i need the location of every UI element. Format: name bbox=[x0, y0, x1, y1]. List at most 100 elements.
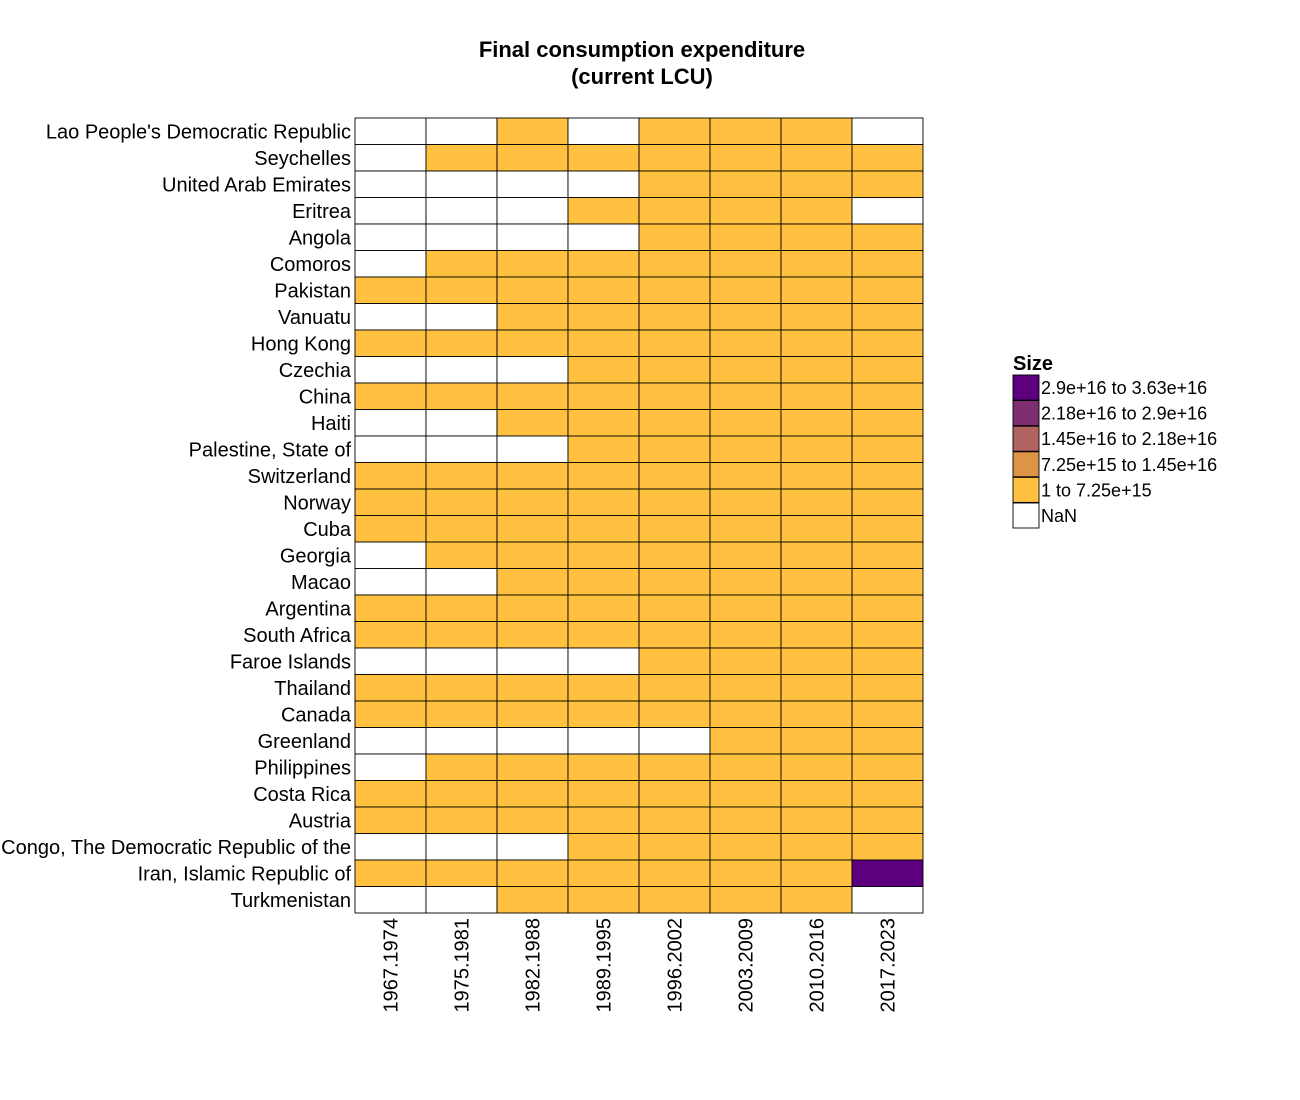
heatmap-cell bbox=[851, 250, 924, 278]
heatmap-cell bbox=[496, 197, 569, 225]
heatmap-cell bbox=[567, 833, 640, 861]
heatmap-cell bbox=[851, 647, 924, 675]
heatmap-cell bbox=[567, 144, 640, 172]
heatmap-cell bbox=[425, 462, 498, 490]
y-tick-label: Pakistan bbox=[274, 280, 351, 302]
y-axis-labels: Lao People's Democratic Republic Seychell… bbox=[1, 121, 352, 912]
heatmap-cell bbox=[354, 276, 427, 304]
legend-swatch bbox=[1012, 502, 1040, 529]
heatmap-cell bbox=[780, 515, 853, 543]
heatmap-cell bbox=[709, 329, 782, 357]
heatmap-cell bbox=[425, 859, 498, 887]
heatmap-cell bbox=[496, 753, 569, 781]
heatmap-cell bbox=[425, 117, 498, 145]
heatmap-cell bbox=[496, 700, 569, 728]
heatmap-cell bbox=[425, 647, 498, 675]
heatmap-cell bbox=[638, 276, 711, 304]
heatmap-cell bbox=[638, 727, 711, 755]
heatmap-cell bbox=[354, 515, 427, 543]
x-axis-labels: 1967.1974 1975.1981 1982.1988 1989.1995 1996… bbox=[381, 918, 900, 1013]
heatmap-cell bbox=[851, 462, 924, 490]
y-tick-label: Haiti bbox=[311, 413, 351, 435]
legend-label: 1.45e+16 to 2.18e+16 bbox=[1041, 429, 1217, 449]
heatmap-cell bbox=[354, 647, 427, 675]
legend-title: Size bbox=[1013, 353, 1053, 375]
y-tick-label: Macao bbox=[291, 572, 351, 594]
heatmap-cell bbox=[496, 806, 569, 834]
heatmap-cell bbox=[851, 833, 924, 861]
y-tick-label: Eritrea bbox=[292, 201, 352, 223]
heatmap-cell bbox=[567, 568, 640, 596]
heatmap-cell bbox=[638, 647, 711, 675]
heatmap-cell bbox=[638, 674, 711, 702]
heatmap-cell bbox=[496, 833, 569, 861]
heatmap-cell bbox=[354, 488, 427, 516]
x-tick-label: 1982.1988 bbox=[523, 918, 545, 1013]
heatmap-cell bbox=[709, 488, 782, 516]
heatmap-cell bbox=[425, 303, 498, 331]
heatmap-cell bbox=[709, 409, 782, 437]
heatmap-cell bbox=[496, 727, 569, 755]
heatmap-cell bbox=[851, 382, 924, 410]
y-tick-label: Palestine, State of bbox=[189, 439, 352, 461]
heatmap-cell bbox=[567, 674, 640, 702]
heatmap-cell bbox=[567, 435, 640, 463]
heatmap-cell bbox=[780, 568, 853, 596]
heatmap-cell bbox=[567, 621, 640, 649]
heatmap-cell bbox=[496, 515, 569, 543]
heatmap-cell bbox=[354, 462, 427, 490]
heatmap-cell bbox=[709, 753, 782, 781]
heatmap-cell bbox=[567, 276, 640, 304]
heatmap-cell bbox=[709, 223, 782, 251]
y-tick-label: Greenland bbox=[258, 731, 351, 753]
heatmap-cell bbox=[709, 515, 782, 543]
heatmap-cell bbox=[496, 780, 569, 808]
y-tick-label: Hong Kong bbox=[251, 333, 351, 355]
heatmap-cell bbox=[425, 594, 498, 622]
y-tick-label: Austria bbox=[289, 810, 352, 832]
heatmap-cell bbox=[354, 833, 427, 861]
heatmap-cell bbox=[567, 462, 640, 490]
heatmap-cell bbox=[567, 753, 640, 781]
y-tick-label: South Africa bbox=[243, 625, 352, 647]
heatmap-cell bbox=[496, 886, 569, 914]
legend-swatch bbox=[1012, 400, 1040, 427]
legend-swatch bbox=[1012, 374, 1040, 401]
heatmap-cell bbox=[709, 435, 782, 463]
heatmap-cell bbox=[851, 806, 924, 834]
heatmap-cell bbox=[567, 700, 640, 728]
legend: Size 2.9e+16 to 3.63e+16 2.18e+16 to 2.9e+… bbox=[1012, 353, 1217, 529]
heatmap-cell bbox=[851, 356, 924, 384]
heatmap-cell bbox=[780, 223, 853, 251]
heatmap-cell bbox=[496, 382, 569, 410]
heatmap-cell bbox=[638, 197, 711, 225]
y-tick-label: Philippines bbox=[254, 757, 351, 779]
heatmap-cell bbox=[780, 144, 853, 172]
y-tick-label: Czechia bbox=[279, 360, 352, 382]
heatmap-cell bbox=[780, 833, 853, 861]
heatmap-cell bbox=[709, 833, 782, 861]
heatmap-cell bbox=[567, 117, 640, 145]
heatmap-cell bbox=[354, 117, 427, 145]
heatmap-cell bbox=[354, 621, 427, 649]
heatmap-cell bbox=[851, 700, 924, 728]
heatmap-cell bbox=[354, 197, 427, 225]
heatmap-cell bbox=[496, 674, 569, 702]
heatmap-cell bbox=[709, 356, 782, 384]
heatmap-cell bbox=[638, 170, 711, 198]
heatmap-cell bbox=[567, 170, 640, 198]
heatmap-cell bbox=[709, 727, 782, 755]
heatmap-cell bbox=[425, 382, 498, 410]
heatmap-cell bbox=[354, 568, 427, 596]
heatmap-cell bbox=[709, 700, 782, 728]
heatmap-cell bbox=[496, 541, 569, 569]
heatmap-cell bbox=[709, 674, 782, 702]
y-tick-label: Thailand bbox=[274, 678, 351, 700]
heatmap-cell bbox=[709, 621, 782, 649]
heatmap-cell bbox=[425, 515, 498, 543]
heatmap-cell bbox=[354, 356, 427, 384]
heatmap-cell bbox=[709, 382, 782, 410]
heatmap-cell bbox=[354, 303, 427, 331]
heatmap-cell bbox=[780, 700, 853, 728]
heatmap-cell bbox=[780, 780, 853, 808]
